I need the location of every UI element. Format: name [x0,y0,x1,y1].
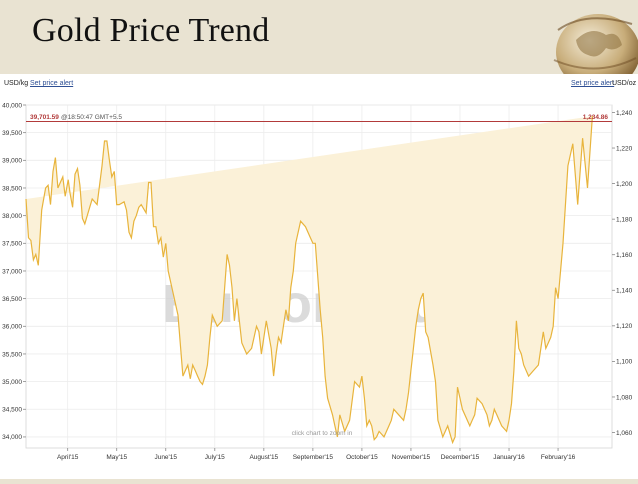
set-price-alert-left-link[interactable]: Set price alert [30,80,74,87]
x-tick-label: February'16 [541,454,576,461]
current-oz-price: 1,234.86 [583,114,609,121]
x-tick-label: November'15 [392,454,431,461]
set-price-alert-right-link[interactable]: Set price alert [571,80,615,87]
x-tick-label: May'15 [106,454,127,461]
globe-logo [536,0,638,74]
right-tick-label: 1,200 [616,181,633,188]
right-tick-label: 1,140 [616,288,633,295]
current-kg-price: 39,701.59 [30,114,59,121]
left-tick-label: 38,000 [2,213,22,220]
slide-title: Gold Price Trend [32,12,270,49]
chart-panel[interactable]: USD/kg Set price alert Set price alert U… [0,74,638,479]
left-tick-label: 34,500 [2,407,22,414]
price-area-fill [26,116,593,443]
right-y-axis: 1,240 1,220 1,200 1,180 1,160 1,140 1,120 1,100… [612,110,633,437]
right-tick-label: 1,060 [616,430,633,437]
left-tick-label: 39,000 [2,158,22,165]
left-tick-label: 35,500 [2,351,22,358]
left-unit-label: USD/kg [4,80,29,87]
left-tick-label: 34,000 [2,434,22,441]
right-tick-label: 1,120 [616,323,633,330]
right-tick-label: 1,080 [616,394,633,401]
x-axis: April'15 May'15 June'15 July'15 August'15 Sep… [57,448,576,461]
x-tick-label: January'16 [493,454,525,461]
x-tick-label: September'15 [293,454,334,461]
left-tick-label: 40,000 [2,102,22,109]
price-series-line [25,116,593,445]
zoom-hint: click chart to zoom in [292,430,353,437]
left-tick-label: 36,500 [2,296,22,303]
left-tick-label: 37,500 [2,241,22,248]
x-tick-label: June'15 [154,454,177,461]
right-tick-label: 1,220 [616,145,633,152]
x-tick-label: July'15 [205,454,225,461]
left-tick-label: 36,000 [2,324,22,331]
right-tick-label: 1,160 [616,252,633,259]
right-tick-label: 1,240 [616,110,633,117]
gold-price-chart[interactable]: BullionVault 39,701.59 @18:50:47 GMT+5.5… [0,74,638,479]
current-time-stamp: @18:50:47 GMT+5.5 [61,114,122,121]
left-tick-label: 37,000 [2,268,22,275]
left-tick-label: 38,500 [2,185,22,192]
x-tick-label: October'15 [346,454,378,461]
x-tick-label: December'15 [441,454,480,461]
x-tick-label: August'15 [249,454,278,461]
right-tick-label: 1,180 [616,216,633,223]
x-tick-label: April'15 [57,454,79,461]
left-y-axis: 40,000 39,500 39,000 38,500 38,000 37,500 37,0… [2,102,26,441]
right-tick-label: 1,100 [616,359,633,366]
left-tick-label: 35,000 [2,379,22,386]
right-unit-label: USD/oz [612,80,637,87]
left-tick-label: 39,500 [2,130,22,137]
